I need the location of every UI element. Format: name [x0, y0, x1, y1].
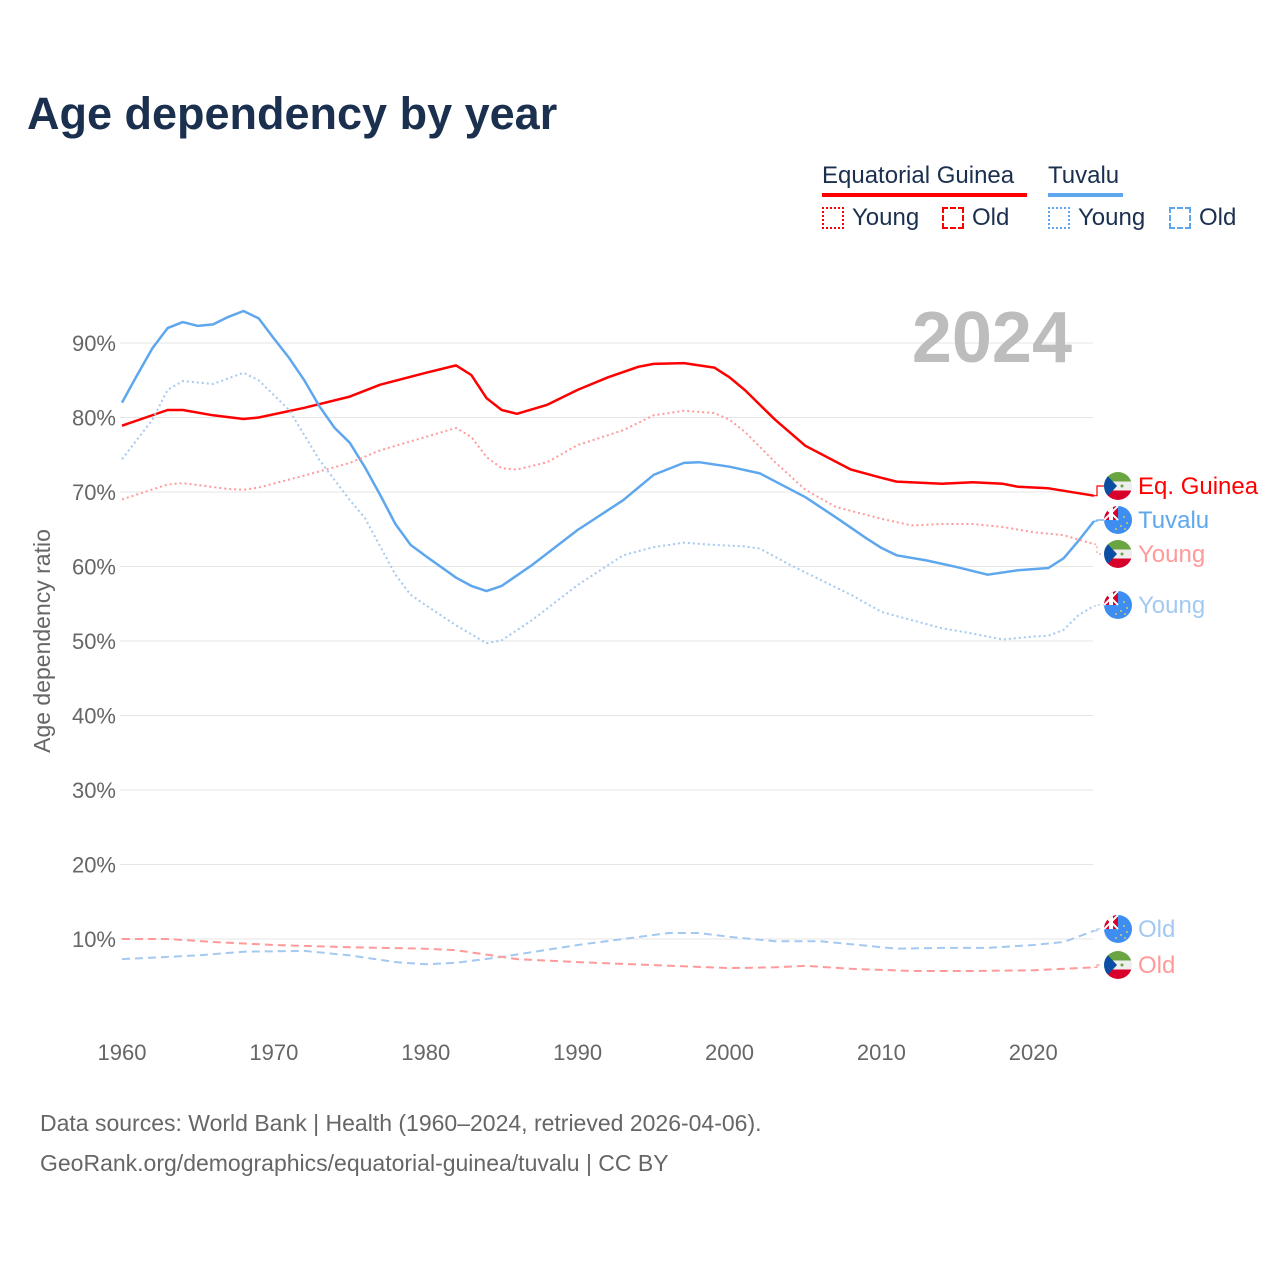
end-label-group: Tuvalu	[1094, 506, 1209, 534]
x-tick-label: 2000	[705, 1040, 754, 1065]
series-line-equatorial-guinea-young[interactable]	[121, 409, 1095, 546]
legend-swatch-tuv-young	[1048, 207, 1070, 229]
legend-swatch-eq-young	[822, 207, 844, 229]
legend-tuv-old[interactable]: Old	[1199, 204, 1237, 231]
tuvalu-flag-icon	[1104, 591, 1132, 619]
series-line-tuvalu[interactable]	[120, 309, 1095, 593]
end-label-group: Old	[1094, 915, 1175, 943]
end-label-group: Old	[1094, 951, 1175, 979]
y-tick-label: 30%	[72, 778, 116, 803]
label-connector	[1094, 543, 1104, 555]
label-connector	[1094, 485, 1104, 497]
legend-line-equatorial-guinea	[822, 193, 1027, 197]
x-tick-label: 2020	[1009, 1040, 1058, 1065]
end-label-group: Eq. Guinea	[1094, 472, 1259, 500]
end-label-group: Young	[1094, 540, 1205, 568]
x-tick-label: 1980	[401, 1040, 450, 1065]
series-line-tuvalu-young[interactable]	[121, 371, 1095, 645]
series-end-label: Eq. Guinea	[1138, 473, 1259, 500]
y-tick-label: 20%	[72, 853, 116, 878]
label-connector	[1094, 964, 1104, 968]
y-tick-label: 10%	[72, 927, 116, 952]
series-line-tuvalu-old[interactable]	[121, 929, 1095, 966]
legend-swatch-eq-old	[942, 207, 964, 229]
equatorial-guinea-flag-icon	[1104, 951, 1132, 979]
source-link[interactable]: GeoRank.org/demographics/equatorial-guin…	[40, 1150, 669, 1176]
x-tick-label: 2010	[857, 1040, 906, 1065]
equatorial-guinea-flag-icon	[1104, 540, 1132, 568]
label-connector	[1094, 928, 1104, 932]
y-tick-label: 40%	[72, 704, 116, 729]
legend-tuvalu[interactable]: Tuvalu	[1048, 162, 1120, 189]
year-watermark: 2024	[912, 298, 1072, 378]
legend-eq-old[interactable]: Old	[972, 204, 1010, 231]
series-end-label: Tuvalu	[1138, 507, 1209, 534]
label-connector	[1094, 519, 1104, 522]
tuvalu-flag-icon	[1104, 506, 1132, 534]
tuvalu-flag-icon	[1104, 915, 1132, 943]
x-tick-label: 1990	[553, 1040, 602, 1065]
x-tick-label: 1970	[249, 1040, 298, 1065]
legend-eq-young[interactable]: Young	[852, 204, 920, 231]
series-end-label: Old	[1138, 916, 1175, 943]
y-axis-label: Age dependency ratio	[29, 529, 55, 753]
equatorial-guinea-flag-icon	[1104, 472, 1132, 500]
legend-tuv-young[interactable]: Young	[1078, 204, 1146, 231]
series-end-label: Young	[1138, 541, 1205, 568]
label-connector	[1094, 604, 1104, 607]
y-tick-label: 80%	[72, 406, 116, 431]
legend-line-tuvalu	[1048, 193, 1123, 197]
series-line-equatorial-guinea-old[interactable]	[122, 938, 1095, 972]
y-tick-label: 70%	[72, 480, 116, 505]
y-tick-label: 60%	[72, 555, 116, 580]
series-end-label: Young	[1138, 592, 1205, 619]
series-end-label: Old	[1138, 952, 1175, 979]
legend-swatch-tuv-old	[1169, 207, 1191, 229]
data-source-text: Data sources: World Bank | Health (1960–…	[40, 1110, 762, 1136]
legend-equatorial-guinea[interactable]: Equatorial Guinea	[822, 162, 1015, 189]
chart-title: Age dependency by year	[27, 88, 558, 139]
x-tick-label: 1960	[98, 1040, 147, 1065]
y-tick-label: 90%	[72, 331, 116, 356]
chart-plot: 10% 20% 30% 40% 50% 60% 70% 80% 90% 1960 1970 1980 1…	[29, 298, 1259, 1065]
y-tick-label: 50%	[72, 629, 116, 654]
series-line-equatorial-guinea[interactable]	[121, 361, 1095, 497]
end-label-group: Young	[1094, 591, 1205, 619]
